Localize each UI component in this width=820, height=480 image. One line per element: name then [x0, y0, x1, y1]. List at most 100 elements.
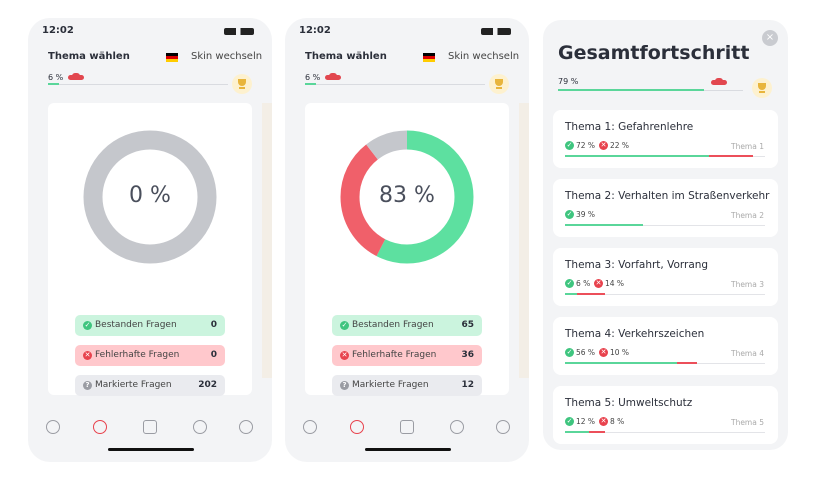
badge-icon: ✕: [83, 351, 92, 360]
stat-pill[interactable]: ✕ Fehlerhafte Fragen 36: [332, 345, 482, 366]
tab-icon[interactable]: [193, 420, 207, 434]
badge-icon: ✓: [565, 279, 574, 288]
topic-title: Thema 5: Umweltschutz: [565, 397, 693, 409]
tab-icon[interactable]: [46, 420, 60, 434]
stat-count: 12: [461, 380, 474, 390]
donut-label: 83 %: [379, 183, 435, 208]
phone-screen: 12:02 Thema wählen Skin wechseln 6 % 0 % ✓ Bes…: [28, 18, 272, 462]
tab-icon[interactable]: [143, 420, 157, 434]
stat-label: Fehlerhafte Fragen: [95, 350, 180, 360]
car-roof: [72, 73, 80, 77]
skin-switch[interactable]: Skin wechseln: [448, 51, 520, 62]
badge-icon: ?: [340, 381, 349, 390]
phone-screen: 12:02 Thema wählen Skin wechseln 6 % 83 % ✓ Be…: [285, 18, 529, 462]
badge-icon: ✓: [565, 417, 574, 426]
home-indicator: [365, 448, 451, 451]
wrong-label: 10 %: [610, 348, 630, 357]
status-icons: [224, 28, 254, 35]
stat-count: 0: [210, 320, 217, 330]
topic-tag: Thema 2: [730, 211, 764, 220]
badge-icon: ✓: [565, 210, 574, 219]
tab-icon[interactable]: [400, 420, 414, 434]
tab-icon[interactable]: [450, 420, 464, 434]
next-card-edge: [262, 103, 272, 378]
tab-icon[interactable]: [496, 420, 510, 434]
overview-panel: Gesamtfortschritt × 79 % Thema 1: Gefahrenl…: [543, 20, 788, 450]
stat-count: 0: [210, 350, 217, 360]
topic-select[interactable]: Thema wählen: [48, 51, 130, 62]
progress-bar: [48, 83, 59, 85]
tab-icon[interactable]: [239, 420, 253, 434]
progress-bar: [305, 83, 316, 85]
correct-bar: [565, 155, 709, 157]
stat-label: Fehlerhafte Fragen: [352, 350, 437, 360]
donut-segment: [83, 130, 217, 264]
status-time: 12:02: [42, 25, 74, 36]
stats-card: 83 % ✓ Bestanden Fragen 65 ✕ Fehlerhafte Frag…: [305, 103, 509, 396]
status-icons: [481, 28, 511, 35]
badge-icon: ✕: [599, 417, 608, 426]
badge-icon: ?: [83, 381, 92, 390]
topic-card[interactable]: Thema 3: Vorfahrt, Vorrang ✓ 6 % ✕ 14 % Thema…: [553, 248, 778, 306]
stat-label: Bestanden Fragen: [95, 320, 177, 330]
correct-bar: [565, 431, 589, 433]
tab-icon[interactable]: [303, 420, 317, 434]
topic-card[interactable]: Thema 5: Umweltschutz ✓ 12 % ✕ 8 % Thema 5: [553, 386, 778, 444]
topic-track: [565, 432, 765, 433]
skin-switch[interactable]: Skin wechseln: [191, 51, 263, 62]
topic-tag: Thema 3: [730, 280, 764, 289]
wrong-bar: [677, 362, 697, 364]
progress-track: [305, 84, 485, 85]
progress-bar: [558, 89, 705, 91]
topic-title: Thema 1: Gefahrenlehre: [565, 121, 694, 133]
wrong-bar: [589, 431, 605, 433]
stat-pill[interactable]: ✓ Bestanden Fragen 0: [75, 315, 225, 336]
trophy-button[interactable]: [489, 74, 509, 94]
stat-pill[interactable]: ✕ Fehlerhafte Fragen 0: [75, 345, 225, 366]
donut-chart: [83, 130, 217, 264]
topic-select[interactable]: Thema wählen: [305, 51, 387, 62]
correct-label: 12 %: [576, 417, 596, 426]
stat-label: Markierte Fragen: [352, 380, 429, 390]
topic-title: Thema 3: Vorfahrt, Vorrang: [565, 259, 709, 271]
badge-icon: ✓: [565, 141, 574, 150]
overview-title: Gesamtfortschritt: [558, 42, 750, 64]
close-button[interactable]: ×: [762, 30, 778, 46]
topic-track: [565, 294, 765, 295]
topic-card[interactable]: Thema 1: Gefahrenlehre ✓ 72 % ✕ 22 % Thema 1: [553, 110, 778, 168]
tab-icon[interactable]: [93, 420, 107, 434]
stat-label: Bestanden Fragen: [352, 320, 434, 330]
car-body: [711, 80, 727, 85]
badge-icon: ✓: [83, 321, 92, 330]
car-icon: [325, 73, 341, 81]
stat-pill[interactable]: ? Markierte Fragen 12: [332, 375, 482, 396]
stat-pill[interactable]: ✓ Bestanden Fragen 65: [332, 315, 482, 336]
correct-bar: [565, 224, 643, 226]
tab-icon[interactable]: [350, 420, 364, 434]
trophy-icon: [495, 79, 503, 86]
donut-label: 0 %: [129, 183, 171, 208]
progress-track: [48, 84, 228, 85]
status-time: 12:02: [299, 25, 331, 36]
flag-icon: [423, 53, 435, 62]
trophy-button[interactable]: [232, 74, 252, 94]
stat-count: 36: [461, 350, 474, 360]
badge-icon: ✕: [594, 279, 603, 288]
next-card-edge: [519, 103, 529, 378]
car-roof: [715, 78, 723, 82]
home-indicator: [108, 448, 194, 451]
car-body: [325, 75, 341, 80]
wrong-bar: [709, 155, 753, 157]
topic-tag: Thema 5: [730, 418, 764, 427]
correct-bar: [565, 293, 577, 295]
progress-label: 6 %: [48, 73, 64, 82]
trophy-base: [759, 91, 765, 93]
wrong-bar: [577, 293, 605, 295]
topic-track: [565, 225, 765, 226]
trophy-icon: [758, 83, 766, 90]
stat-pill[interactable]: ? Markierte Fragen 202: [75, 375, 225, 396]
topic-card[interactable]: Thema 2: Verhalten im Straßenverkehr ✓ 39 …: [553, 179, 778, 237]
car-roof: [329, 73, 337, 77]
topic-card[interactable]: Thema 4: Verkehrszeichen ✓ 56 % ✕ 10 % Thema …: [553, 317, 778, 375]
trophy-button[interactable]: [752, 78, 772, 98]
